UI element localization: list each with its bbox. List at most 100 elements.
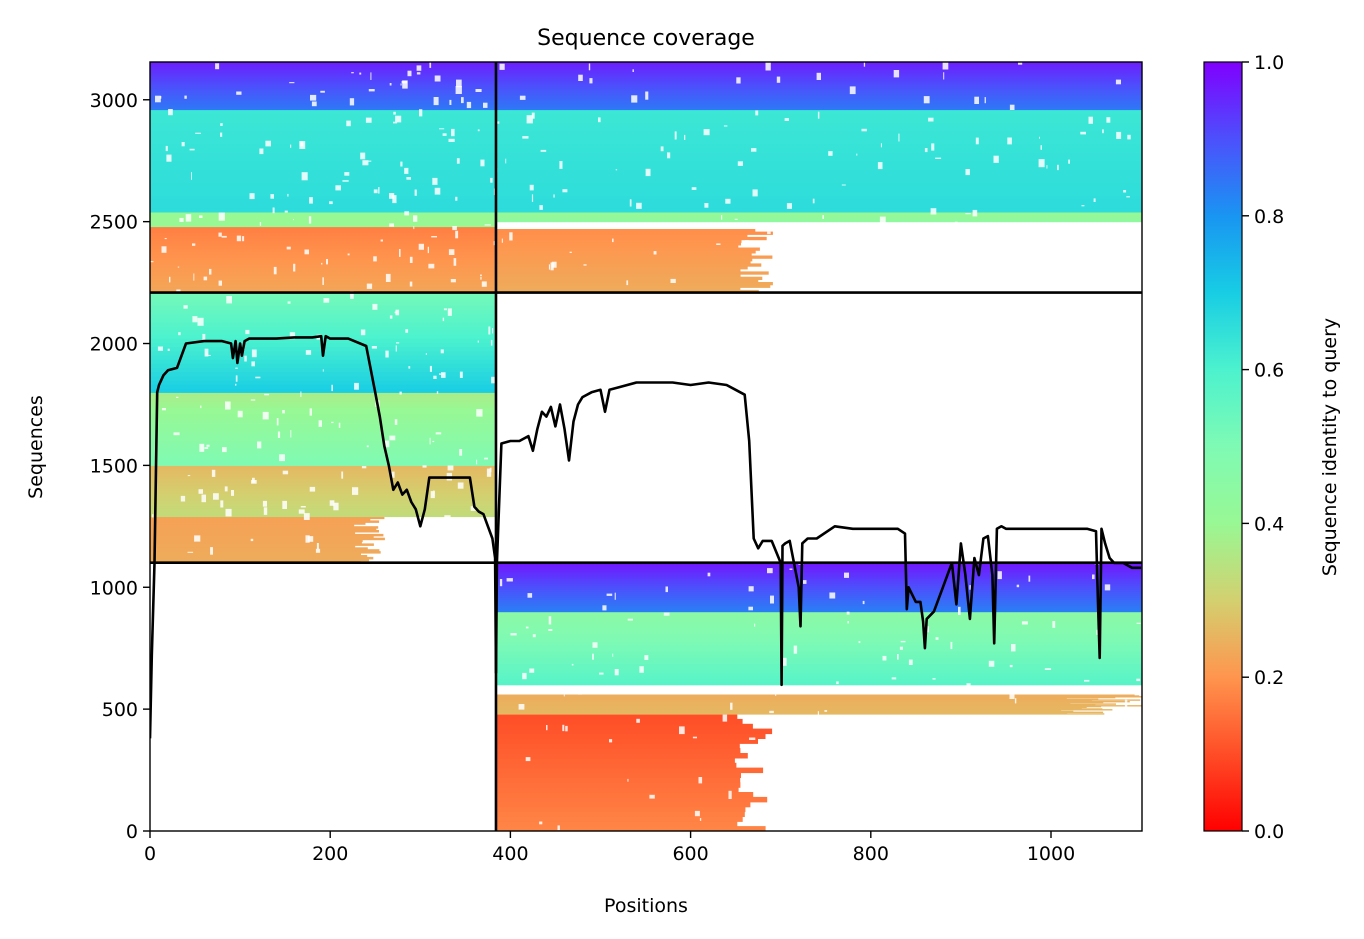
coverage-gap (455, 196, 458, 201)
coverage-gap (225, 508, 232, 517)
coverage-strip (496, 593, 1142, 596)
coverage-gap (958, 606, 961, 615)
coverage-gap (368, 89, 375, 92)
coverage-strip (150, 431, 496, 436)
coverage-gap (531, 112, 535, 119)
coverage-gap (255, 376, 261, 379)
coverage-strip (150, 270, 496, 274)
coverage-strip (150, 453, 496, 457)
coverage-gap (242, 236, 245, 242)
coverage-strip (150, 215, 496, 217)
coverage-strip (496, 651, 1142, 655)
coverage-gap (393, 111, 396, 115)
coverage-gap (592, 653, 594, 660)
coverage-gap (299, 141, 306, 149)
coverage-gap (202, 333, 206, 342)
coverage-gap (180, 495, 186, 502)
coverage-strip (150, 107, 496, 111)
coverage-gap (211, 469, 216, 477)
coverage-gap (206, 444, 210, 447)
coverage-gap (442, 317, 445, 322)
coverage-strip (150, 456, 496, 460)
coverage-strip (496, 709, 1062, 712)
coverage-gap (1039, 136, 1040, 139)
coverage-gap (1028, 575, 1031, 582)
coverage-gap (525, 757, 531, 762)
coverage-strip (150, 398, 496, 402)
coverage-gap (928, 117, 934, 122)
coverage-gap (443, 308, 447, 311)
coverage-strip (150, 555, 368, 558)
coverage-gap (406, 177, 411, 180)
coverage-gap (1110, 276, 1113, 284)
coverage-gap (748, 586, 754, 592)
coverage-strip (496, 585, 1142, 588)
coverage-gap (632, 69, 634, 72)
coverage-gap (184, 95, 187, 99)
coverage-strip (496, 67, 1142, 71)
coverage-strip (496, 282, 773, 286)
coverage-strip (150, 226, 496, 230)
coverage-gap (1123, 251, 1127, 258)
coverage-gap (1126, 196, 1130, 198)
coverage-strip (150, 533, 384, 537)
coverage-gap (220, 123, 223, 126)
coverage-gap (998, 733, 1003, 738)
coverage-strip (150, 313, 496, 319)
coverage-block-2 (150, 291, 496, 564)
y-tick-label: 1000 (90, 577, 138, 599)
coverage-strip (150, 467, 496, 471)
coverage-strip (496, 568, 1142, 572)
coverage-gap (898, 133, 900, 142)
coverage-gap (344, 172, 350, 176)
coverage-gap (749, 737, 756, 740)
coverage-strip (496, 678, 1142, 683)
coverage-gap (419, 109, 423, 117)
coverage-strip (496, 723, 753, 730)
coverage-strip (496, 669, 1142, 674)
coverage-gap (403, 518, 407, 526)
coverage-gap (331, 384, 333, 392)
coverage-gap (262, 500, 267, 507)
coverage-gap (225, 401, 231, 410)
coverage-strip (150, 101, 496, 105)
coverage-gap (335, 185, 341, 191)
coverage-gap (588, 63, 591, 71)
coverage-gap (480, 159, 485, 167)
coverage-strip (150, 218, 496, 220)
coverage-strip (150, 520, 380, 523)
coverage-gap (665, 586, 668, 593)
coverage-strip (150, 292, 496, 298)
coverage-gap (481, 281, 487, 287)
coverage-gap (304, 249, 309, 255)
coverage-gap (767, 568, 773, 574)
coverage-strip (150, 79, 496, 83)
plot-frame (149, 61, 1143, 832)
coverage-strip (496, 107, 1142, 111)
coverage-strip (150, 531, 356, 535)
coverage-strip (496, 663, 1142, 667)
coverage-gap (1136, 232, 1142, 235)
coverage-strip (496, 657, 1142, 661)
coverage-gap (578, 689, 583, 695)
coverage-gap (1116, 131, 1122, 139)
coverage-strip (496, 697, 1067, 700)
coverage-gap (161, 408, 166, 411)
coverage-strip (150, 160, 496, 166)
coverage-gap (1115, 79, 1121, 85)
coverage-gap (402, 80, 408, 89)
colorbar-tick-label: 0.6 (1254, 360, 1284, 382)
coverage-strip (150, 224, 496, 226)
coverage-gap (366, 445, 369, 448)
x-tick-label: 400 (492, 843, 528, 865)
coverage-gap (177, 266, 180, 268)
coverage-strip (496, 772, 741, 778)
coverage-gap (636, 202, 642, 209)
coverage-gap (347, 253, 350, 256)
coverage-gap (932, 245, 934, 247)
coverage-gap (444, 515, 451, 522)
coverage-strip (496, 165, 1142, 170)
coverage-gap (187, 475, 191, 477)
coverage-strip (496, 695, 1140, 697)
coverage-strip (150, 413, 496, 418)
